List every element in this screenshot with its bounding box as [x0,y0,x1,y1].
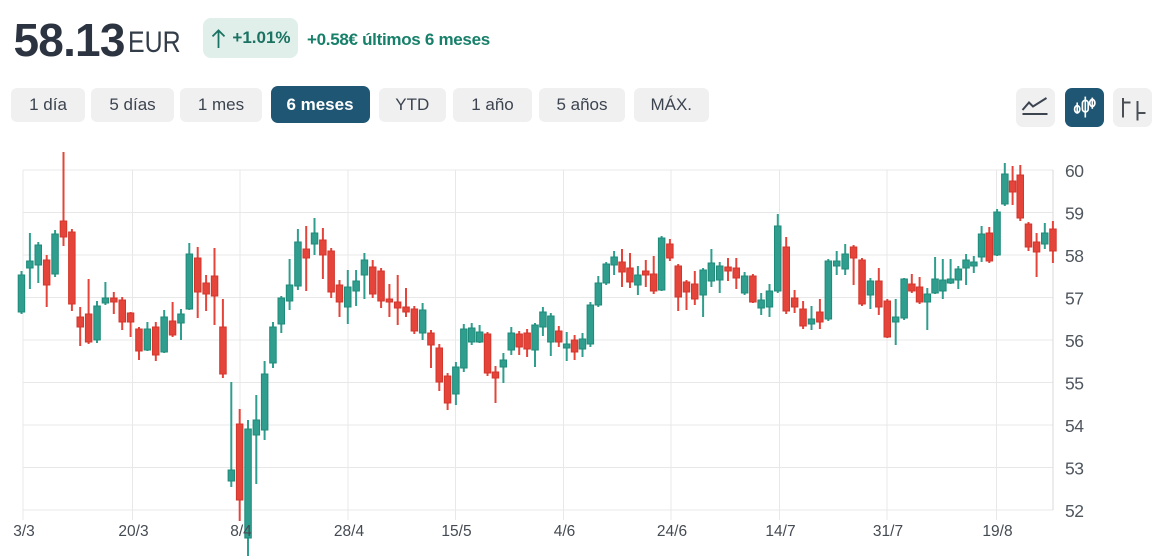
svg-text:15/5: 15/5 [441,523,471,540]
svg-text:8/4: 8/4 [230,523,252,540]
svg-text:60: 60 [1065,161,1084,181]
svg-text:31/7: 31/7 [873,523,903,540]
svg-text:14/7: 14/7 [765,523,795,540]
svg-text:3/3: 3/3 [13,523,35,540]
svg-text:56: 56 [1065,331,1083,351]
svg-text:57: 57 [1065,289,1083,309]
svg-text:59: 59 [1065,204,1083,224]
svg-text:52: 52 [1065,501,1083,521]
svg-text:28/4: 28/4 [334,523,365,540]
svg-text:20/3: 20/3 [118,523,148,540]
svg-text:55: 55 [1065,374,1083,394]
svg-text:4/6: 4/6 [554,523,576,540]
svg-text:24/6: 24/6 [657,523,687,540]
svg-text:53: 53 [1065,459,1083,479]
svg-text:58: 58 [1065,246,1083,266]
svg-text:19/8: 19/8 [982,523,1012,540]
svg-text:54: 54 [1065,416,1084,436]
